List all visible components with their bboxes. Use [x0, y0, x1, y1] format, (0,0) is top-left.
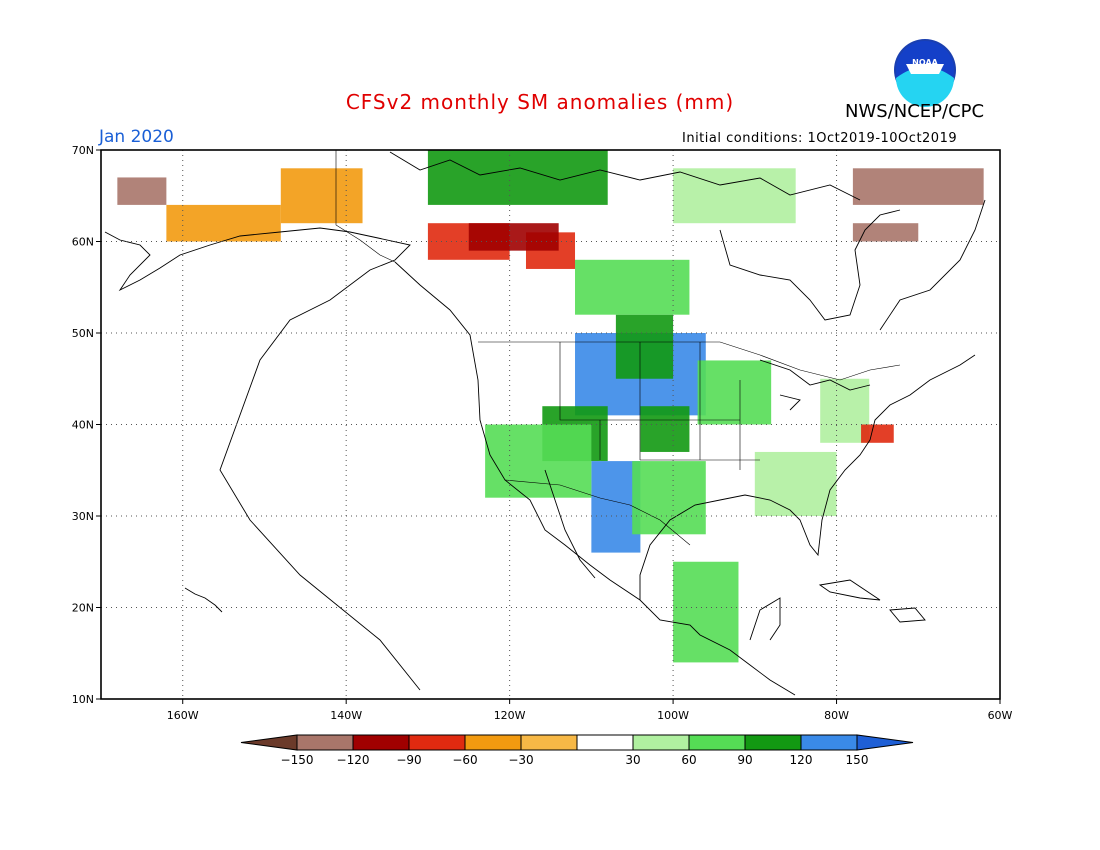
axis-ticks: 160W 140W 120W 100W 80W 60W 10N 20N 30N 40N 50N 60N… — [72, 144, 1013, 722]
valid-month-label: Jan 2020 — [99, 127, 174, 147]
anomaly-region — [632, 461, 706, 535]
colorbar-swatch — [464, 734, 522, 751]
lon-tick-label: 100W — [657, 709, 689, 722]
anomaly-region — [280, 168, 363, 224]
border-us-mexico — [504, 479, 691, 546]
colorbar-arrow-right — [856, 734, 914, 751]
lat-tick-label: 70N — [72, 144, 94, 157]
coastline-hudson-bay — [719, 209, 901, 321]
colorbar-arrow-left — [240, 734, 298, 751]
coastline-north-america — [104, 227, 421, 691]
coastline-cuba — [818, 579, 881, 601]
colorbar-swatch — [576, 734, 634, 751]
coastline-baja — [544, 469, 596, 579]
lon-tick-label: 80W — [824, 709, 849, 722]
colorbar-swatch — [408, 734, 466, 751]
chart-title: CFSv2 monthly SM anomalies (mm) — [345, 90, 735, 114]
colorbar-label: 90 — [737, 753, 752, 767]
map-panel: 160W 140W 120W 100W 80W 60W 10N 20N 30N 40N 50N 60N… — [72, 144, 1013, 722]
agency-label: NWS/NCEP/CPC — [845, 101, 985, 122]
anomaly-region — [166, 204, 281, 242]
anomaly-region — [861, 424, 894, 443]
coastline-yucatan — [749, 597, 781, 641]
colorbar-swatch — [632, 734, 690, 751]
initial-conditions-label: Initial conditions: 1Oct2019-10Oct2019 — [682, 131, 958, 146]
lat-tick-label: 40N — [72, 419, 94, 432]
anomaly-region — [485, 424, 592, 498]
anomaly-region — [673, 561, 739, 663]
anomaly-region — [852, 223, 919, 242]
lat-tick-label: 30N — [72, 510, 94, 523]
coastline-gulf — [639, 354, 976, 600]
border-us-canada — [478, 341, 901, 381]
coastline-great-lakes — [759, 359, 871, 411]
colorbar-swatch — [744, 734, 802, 751]
colorbar-swatch — [688, 734, 746, 751]
colorbar-swatch — [520, 734, 578, 751]
colorbar-label: −60 — [452, 753, 477, 767]
colorbar-label: −120 — [337, 753, 370, 767]
anomaly-cells — [117, 150, 984, 663]
lat-tick-label: 20N — [72, 602, 94, 615]
lon-tick-label: 120W — [494, 709, 526, 722]
lat-tick-label: 50N — [72, 327, 94, 340]
border-alaska — [335, 150, 396, 263]
lon-tick-label: 60W — [988, 709, 1013, 722]
colorbar-label: 60 — [681, 753, 696, 767]
colorbar-label: 30 — [625, 753, 640, 767]
anomaly-region — [468, 223, 559, 251]
coastline-hispaniola — [889, 607, 926, 623]
lon-tick-label: 140W — [330, 709, 362, 722]
coastline-arctic — [389, 151, 861, 201]
anomaly-region — [697, 360, 772, 425]
lat-tick-label: 10N — [72, 693, 94, 706]
lon-tick-label: 160W — [167, 709, 199, 722]
noaa-logo-icon: NOAA — [894, 39, 956, 107]
anomaly-region — [673, 168, 796, 224]
coastline-labrador — [879, 199, 986, 331]
colorbar-swatch — [352, 734, 410, 751]
anomaly-region — [575, 259, 690, 315]
colorbar-label: −90 — [396, 753, 421, 767]
anomaly-region — [615, 314, 674, 379]
anomaly-region — [640, 406, 690, 452]
coastline-hawaii — [184, 587, 223, 613]
lat-tick-label: 60N — [72, 236, 94, 249]
anomaly-region — [852, 168, 984, 205]
colorbar-label: 150 — [846, 753, 869, 767]
colorbar-label: 120 — [790, 753, 813, 767]
coastline-west — [394, 261, 796, 696]
border-states — [559, 342, 760, 470]
colorbar-legend: −150 −120 −90 −60 −30 30 60 90 120 150 — [240, 734, 914, 767]
colorbar-swatch — [800, 734, 858, 751]
colorbar-label: −30 — [508, 753, 533, 767]
noaa-logo-text: NOAA — [912, 58, 938, 67]
anomaly-region — [427, 150, 608, 205]
political-borders — [335, 150, 901, 546]
anomaly-region — [117, 177, 167, 205]
colorbar-label: −150 — [281, 753, 314, 767]
coastlines — [104, 151, 986, 696]
colorbar-swatch — [296, 734, 354, 751]
anomaly-region — [754, 451, 837, 516]
